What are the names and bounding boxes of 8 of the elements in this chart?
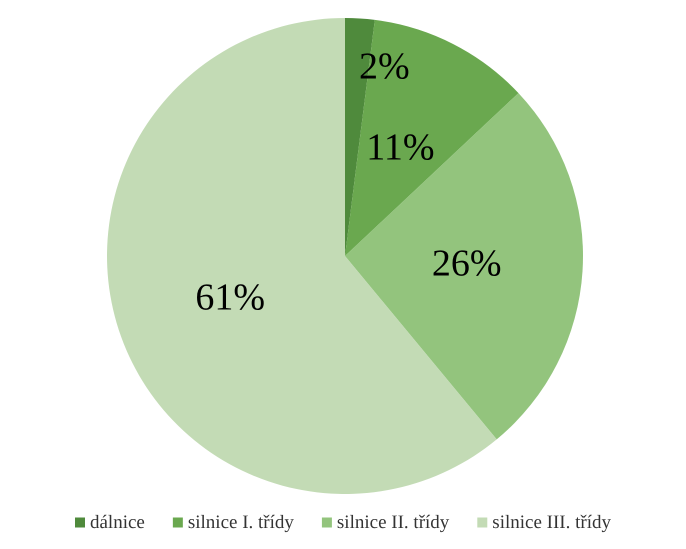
data-label: 11%	[366, 126, 435, 168]
data-label: 61%	[195, 276, 266, 318]
legend-label: silnice III. třídy	[492, 512, 612, 533]
data-label: 26%	[432, 242, 502, 285]
data-label: 2%	[358, 45, 410, 88]
legend-label: silnice I. třídy	[188, 512, 294, 533]
legend-label: dálnice	[90, 512, 145, 533]
legend-label: silnice II. třídy	[336, 512, 450, 533]
